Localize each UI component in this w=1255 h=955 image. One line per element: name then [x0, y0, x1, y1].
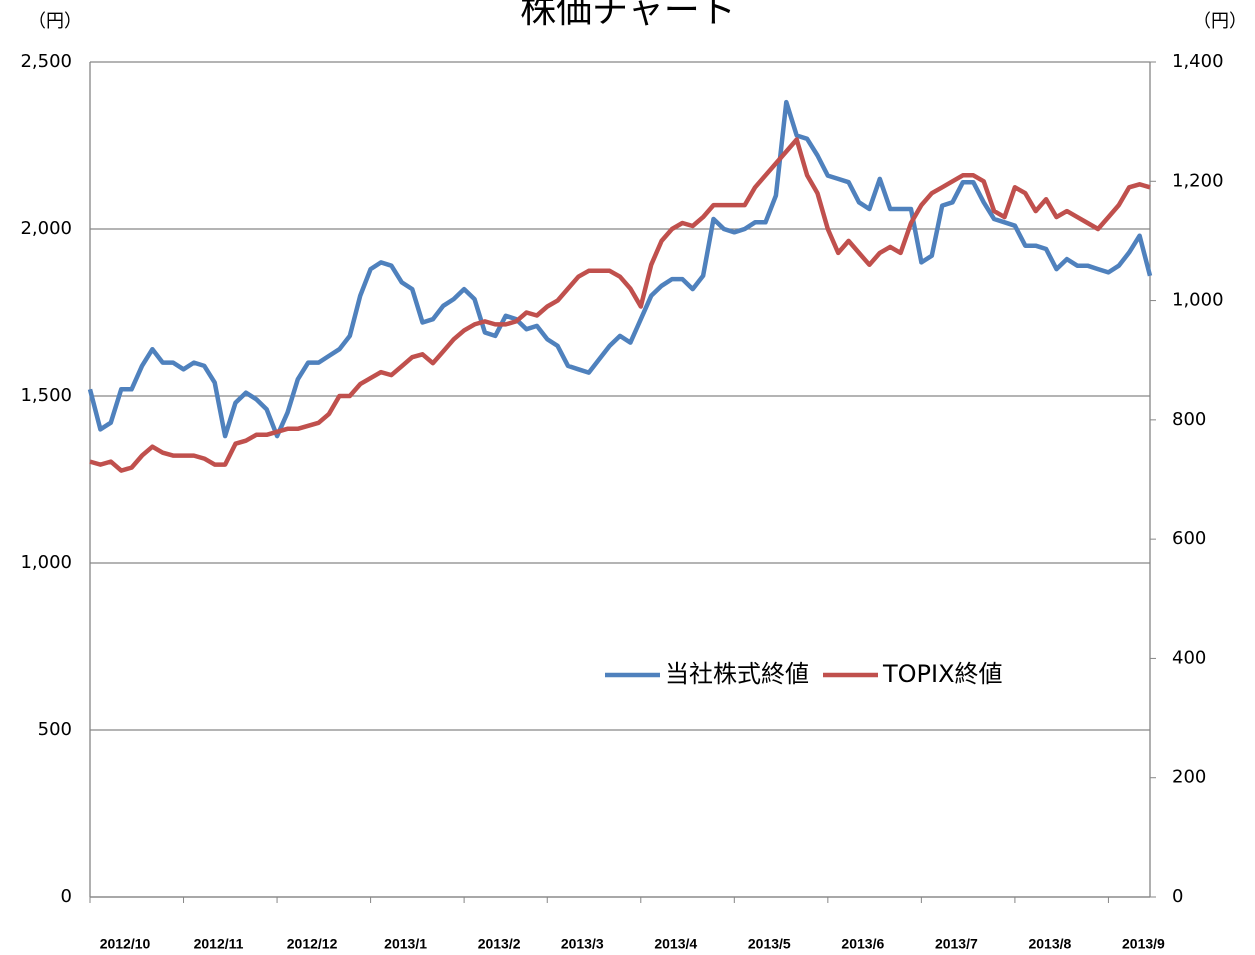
y-tick-label: 0	[61, 886, 72, 907]
y2-tick-label: 1,200	[1172, 170, 1224, 191]
y2-tick-label: 400	[1172, 647, 1206, 668]
x-tick-label: 2013/7	[935, 936, 978, 952]
x-tick-label: 2013/5	[748, 936, 791, 952]
y2-unit: （円）	[1193, 11, 1247, 32]
y2-tick-label: 600	[1172, 528, 1206, 549]
x-tick-label: 2013/9	[1122, 936, 1165, 952]
x-tick-label: 2013/8	[1028, 936, 1071, 952]
y2-tick-label: 800	[1172, 409, 1206, 430]
y-tick-label: 500	[38, 719, 72, 740]
y2-tick-label: 1,400	[1172, 51, 1224, 72]
line-series	[89, 137, 1151, 473]
y-tick-label: 1,000	[20, 552, 72, 573]
y-tick-label: 2,500	[20, 51, 72, 72]
y-tick-label: 2,000	[20, 218, 72, 239]
chart-title: 株価チャート	[520, 0, 736, 31]
legend-label: TOPIX終値	[882, 660, 1003, 688]
legend-label: 当社株式終値	[665, 660, 809, 688]
y-unit: （円）	[28, 11, 82, 32]
x-tick-label: 2012/12	[287, 936, 338, 952]
x-tick-label: 2013/2	[478, 936, 521, 952]
x-tick-label: 2012/11	[194, 936, 244, 952]
x-tick-label: 2013/4	[654, 936, 697, 952]
y2-tick-label: 1,000	[1172, 290, 1224, 311]
y2-tick-label: 0	[1172, 886, 1183, 907]
x-tick-label: 2012/10	[100, 936, 151, 952]
y-tick-label: 1,500	[20, 385, 72, 406]
x-tick-label: 2013/3	[561, 936, 604, 952]
x-tick-label: 2013/1	[384, 936, 427, 952]
x-tick-label: 2013/6	[841, 936, 884, 952]
line-series	[87, 99, 1153, 439]
y2-tick-label: 200	[1172, 767, 1206, 788]
